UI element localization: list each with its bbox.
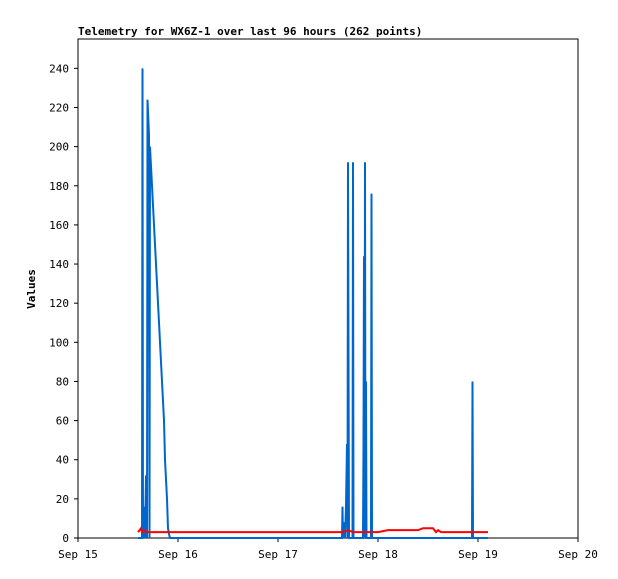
- x-tick-label: Sep 16: [158, 548, 198, 561]
- y-tick-label: 60: [56, 415, 69, 428]
- x-tick-label: Sep 17: [258, 548, 298, 561]
- y-tick-label: 100: [49, 336, 69, 349]
- y-tick-label: 160: [49, 219, 69, 232]
- y-tick-label: 200: [49, 141, 69, 154]
- y-tick-label: 80: [56, 375, 69, 388]
- x-tick-label: Sep 18: [358, 548, 398, 561]
- y-tick-label: 40: [56, 454, 69, 467]
- y-tick-label: 120: [49, 297, 69, 310]
- y-tick-label: 0: [62, 532, 69, 545]
- y-tick-label: 180: [49, 180, 69, 193]
- y-axis-title: Values: [25, 269, 38, 309]
- chart-title: Telemetry for WX6Z-1 over last 96 hours …: [78, 25, 422, 38]
- x-tick-label: Sep 20: [558, 548, 598, 561]
- x-axis: Sep 15 Sep 16 Sep 17 Sep 18 Sep 19 Sep 20: [58, 538, 598, 561]
- series-layer: [137, 68, 488, 539]
- y-tick-label: 140: [49, 258, 69, 271]
- x-tick-label: Sep 15: [58, 548, 98, 561]
- series-line-1: [138, 68, 488, 539]
- y-tick-label: 220: [49, 101, 69, 114]
- y-tick-label: 20: [56, 493, 69, 506]
- y-axis: 0 20 40 60 80 100 120 140 160 180 200 220 240: [49, 62, 78, 545]
- series-line-2: [137, 525, 488, 535]
- x-tick-label: Sep 19: [458, 548, 498, 561]
- y-tick-label: 240: [49, 62, 69, 75]
